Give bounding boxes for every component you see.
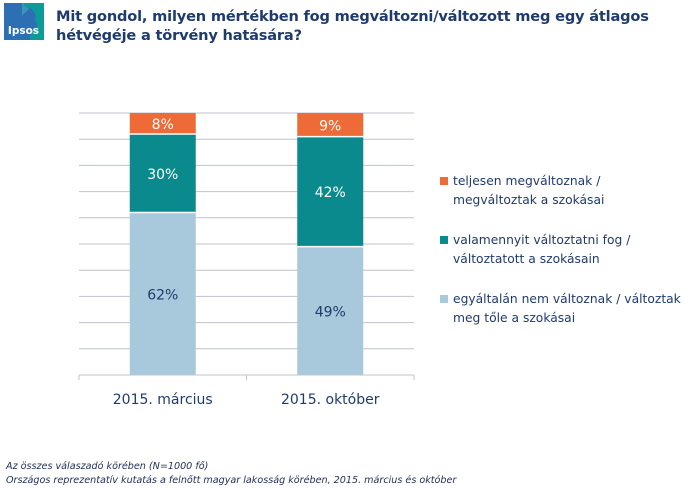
x-axis: 2015. március 2015. október	[78, 374, 415, 408]
data-label: 30%	[147, 167, 178, 183]
page-title: Mit gondol, milyen mértékben fog megvált…	[56, 7, 676, 45]
bar-segment	[129, 113, 196, 134]
bar-segment	[129, 133, 196, 213]
title-line-2: hétvégéje a törvény hatására?	[56, 27, 302, 44]
legend-swatch-orange	[440, 177, 448, 185]
bar-segment	[129, 212, 196, 375]
footnote-sample: Az összes válaszadó körében (N=1000 fő)	[6, 461, 209, 472]
legend-label-line: megváltoztak a szokásai	[453, 193, 605, 207]
logo-text: Ipsos	[8, 25, 39, 37]
logo-head-shape	[24, 3, 44, 40]
logo-highlight	[22, 3, 29, 16]
legend-label-line: meg tőle a szokásai	[453, 311, 576, 325]
x-tick-label: 2015. október	[281, 392, 380, 408]
data-label: 49%	[315, 304, 346, 320]
x-tick-label: 2015. március	[113, 392, 213, 408]
legend-label-line: változtatott a szokásain	[453, 252, 600, 266]
legend-label-line: egyáltalán nem változnak / változtak	[453, 292, 681, 306]
ipsos-logo: Ipsos	[4, 3, 44, 40]
legend-item-not-changed: egyáltalán nem változnak / változtak meg…	[440, 290, 683, 328]
bars: 62% 30% 8% 49% 42% 9%	[129, 113, 364, 375]
bar-segment	[297, 136, 364, 247]
data-label: 62%	[147, 287, 178, 303]
bar-segment	[297, 246, 364, 375]
title-line-1: Mit gondol, milyen mértékben fog megvált…	[56, 8, 649, 25]
legend-label-line: teljesen megváltoznak /	[453, 174, 601, 188]
gridlines	[79, 112, 414, 350]
data-label: 42%	[315, 185, 346, 201]
bar-segment	[297, 113, 364, 137]
legend-label-line: valamennyit változtatni fog /	[453, 233, 631, 247]
legend-item-somewhat-changed: valamennyit változtatni fog / változtato…	[440, 231, 683, 269]
data-label: 9%	[319, 118, 341, 134]
footnote-source: Országos reprezentatív kutatás a felnőtt…	[6, 475, 457, 486]
legend-item-fully-changed: teljesen megváltoznak / megváltoztak a s…	[440, 172, 683, 210]
data-label: 8%	[152, 117, 174, 133]
legend-swatch-teal	[440, 236, 448, 244]
ipsos-logo-icon: Ipsos	[4, 3, 44, 40]
legend-swatch-light-blue	[440, 295, 448, 303]
